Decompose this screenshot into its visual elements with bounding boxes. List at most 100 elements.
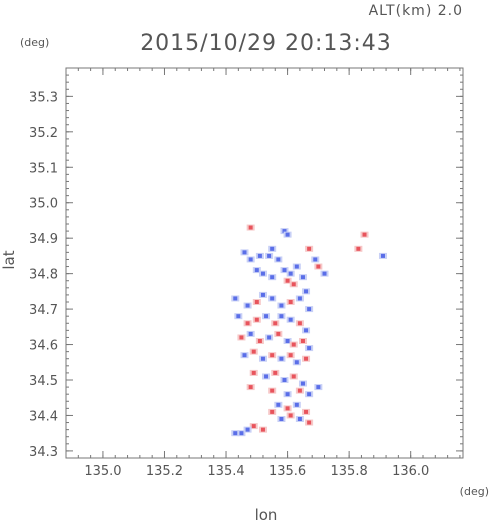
- data-cell: [307, 307, 312, 312]
- data-cell: [260, 292, 265, 297]
- data-cell: [276, 402, 281, 407]
- data-cell: [267, 253, 272, 258]
- x-tick-label: 135.8: [331, 464, 368, 479]
- data-cell: [316, 385, 321, 390]
- data-cell: [233, 431, 238, 436]
- data-cell: [279, 314, 284, 319]
- altitude-label: ALT(km) 2.0: [369, 3, 463, 19]
- data-cell: [236, 314, 241, 319]
- data-cell: [245, 303, 250, 308]
- data-cell: [294, 360, 299, 365]
- data-cell: [297, 417, 302, 421]
- data-cell: [307, 246, 312, 251]
- data-cell: [285, 406, 290, 411]
- data-cell: [264, 374, 269, 379]
- data-cell: [276, 257, 281, 262]
- x-unit-label: (deg): [460, 485, 489, 498]
- data-cell: [239, 431, 244, 436]
- data-cell: [291, 342, 296, 347]
- tick-labels: 135.0 135.2 135.4 135.6 135.8 136.0 34.3 34.4 34…: [29, 90, 429, 479]
- data-cell: [251, 370, 256, 375]
- data-cell: [322, 271, 327, 276]
- axis-ticks: [65, 67, 463, 459]
- data-cell: [242, 250, 247, 255]
- data-cell: [316, 264, 321, 269]
- data-cell: [257, 253, 262, 258]
- x-axis-label: lon: [255, 506, 278, 521]
- data-cell: [380, 253, 385, 258]
- data-cell: [291, 282, 296, 287]
- data-cell: [273, 370, 278, 375]
- y-axis-label: lat: [0, 250, 18, 269]
- data-cell: [307, 392, 312, 397]
- x-tick-label: 135.6: [269, 464, 306, 479]
- data-cell: [260, 356, 265, 361]
- data-cell: [267, 335, 272, 340]
- y-tick-label: 35.0: [29, 197, 58, 212]
- data-cell: [248, 225, 253, 230]
- data-cell: [279, 356, 284, 361]
- plot-frame: [65, 67, 464, 459]
- data-cell: [304, 289, 309, 294]
- data-cell: [251, 349, 256, 354]
- y-tick-label: 34.8: [29, 268, 58, 283]
- data-cell: [288, 300, 293, 304]
- data-cell: [297, 296, 302, 301]
- data-cell: [304, 328, 309, 333]
- data-cell: [282, 378, 287, 382]
- data-cell: [282, 268, 287, 273]
- y-tick-label: 34.6: [29, 339, 58, 354]
- data-cell: [288, 317, 293, 322]
- data-cell: [300, 275, 305, 280]
- data-cell: [251, 424, 256, 429]
- data-cell: [260, 427, 265, 432]
- data-cell: [270, 275, 275, 280]
- y-tick-label: 35.2: [29, 126, 58, 141]
- data-cell: [362, 232, 367, 237]
- y-tick-label: 34.3: [29, 445, 58, 460]
- data-cell: [270, 353, 275, 358]
- data-cell: [313, 257, 318, 262]
- data-cell: [245, 321, 250, 326]
- data-cell: [356, 246, 361, 251]
- data-cell: [282, 229, 287, 234]
- data-cell: [285, 232, 290, 237]
- data-cell: [300, 381, 305, 386]
- y-tick-label: 34.4: [29, 409, 58, 424]
- data-cell: [279, 303, 284, 308]
- data-cell: [270, 296, 275, 301]
- data-cell: [233, 296, 238, 301]
- y-tick-label: 34.5: [29, 374, 58, 389]
- y-tick-label: 35.3: [29, 90, 58, 105]
- x-tick-label: 135.2: [146, 464, 183, 479]
- x-tick-label: 135.4: [207, 464, 244, 479]
- data-cell: [254, 300, 259, 304]
- data-cell: [276, 331, 281, 336]
- data-cell: [307, 346, 312, 351]
- data-cell: [248, 257, 253, 262]
- data-cell: [257, 339, 262, 343]
- data-cell: [304, 409, 309, 414]
- y-tick-label: 34.7: [29, 303, 58, 318]
- data-cell: [285, 278, 290, 283]
- data-cell: [288, 413, 293, 418]
- data-cell: [273, 321, 278, 326]
- data-cell: [288, 271, 293, 276]
- data-cell: [285, 339, 290, 343]
- data-cell: [297, 321, 302, 326]
- y-tick-label: 34.9: [29, 232, 58, 247]
- data-cell: [297, 388, 302, 393]
- data-cell: [254, 317, 259, 322]
- data-cell: [270, 388, 275, 393]
- data-cell: [264, 314, 269, 319]
- data-cell: [239, 335, 244, 340]
- data-cell: [260, 271, 265, 276]
- data-cell: [248, 331, 253, 336]
- x-tick-label: 135.0: [84, 464, 121, 479]
- data-cell: [245, 427, 250, 432]
- data-cell: [279, 417, 284, 421]
- data-cell: [248, 385, 253, 390]
- data-cell: [254, 268, 259, 273]
- data-cells: [231, 224, 387, 437]
- data-cell: [294, 264, 299, 269]
